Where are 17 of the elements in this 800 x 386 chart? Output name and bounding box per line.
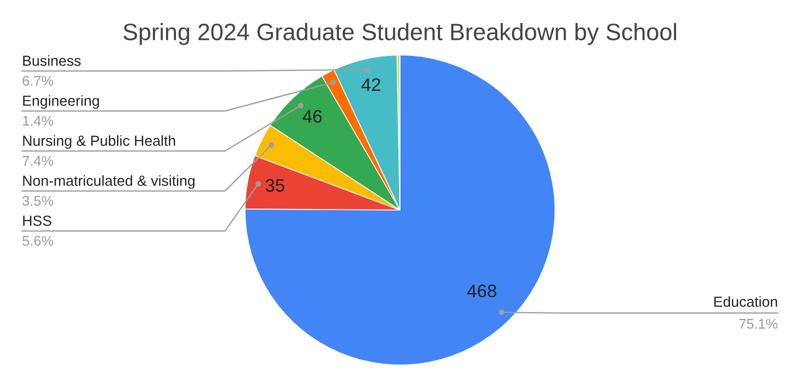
chart-title: Spring 2024 Graduate Student Breakdown by School <box>123 22 676 46</box>
data-label: 7.4% <box>22 156 54 166</box>
slice-label: Non-matriculated & visiting <box>23 175 195 189</box>
data-label: 6.7% <box>22 76 54 86</box>
text: 42 <box>361 78 380 91</box>
slice-label: Nursing & Public Health <box>23 135 176 149</box>
data-label: 3.5% <box>22 196 54 206</box>
slice-label: Engineering <box>23 95 99 109</box>
text: 46 <box>302 110 322 123</box>
text: 35 <box>266 179 284 192</box>
data-label: 75.1% <box>739 318 778 329</box>
slice-label: Business <box>23 55 81 66</box>
slice-label: Education <box>714 296 778 307</box>
data-label: 1.4% <box>23 116 54 126</box>
data-label: 5.6% <box>22 236 54 246</box>
slice-label: HSS <box>23 216 52 226</box>
text: 468 <box>467 284 496 298</box>
